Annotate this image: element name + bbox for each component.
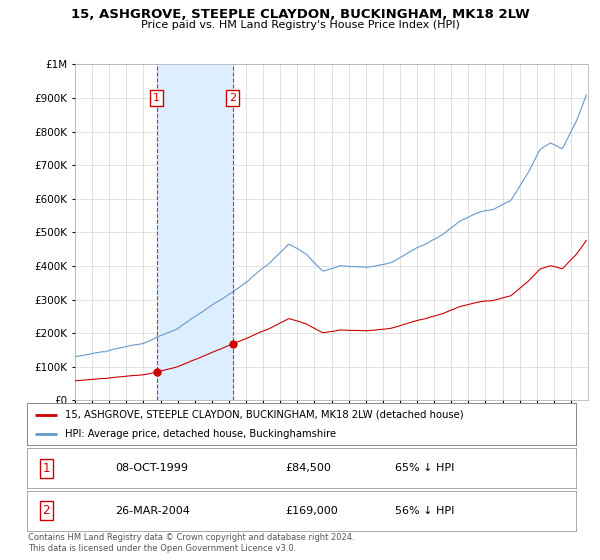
Text: 15, ASHGROVE, STEEPLE CLAYDON, BUCKINGHAM, MK18 2LW: 15, ASHGROVE, STEEPLE CLAYDON, BUCKINGHA… (71, 8, 529, 21)
Text: £169,000: £169,000 (285, 506, 338, 516)
Text: 08-OCT-1999: 08-OCT-1999 (115, 463, 188, 473)
Bar (157, 64, 233, 400)
Text: 2: 2 (229, 93, 236, 103)
Text: 1: 1 (153, 93, 160, 103)
Text: HPI: Average price, detached house, Buckinghamshire: HPI: Average price, detached house, Buck… (65, 429, 337, 439)
Text: 15, ASHGROVE, STEEPLE CLAYDON, BUCKINGHAM, MK18 2LW (detached house): 15, ASHGROVE, STEEPLE CLAYDON, BUCKINGHA… (65, 409, 464, 419)
Text: 2: 2 (43, 504, 50, 517)
Text: Price paid vs. HM Land Registry's House Price Index (HPI): Price paid vs. HM Land Registry's House … (140, 20, 460, 30)
Text: £84,500: £84,500 (285, 463, 331, 473)
Text: 26-MAR-2004: 26-MAR-2004 (115, 506, 190, 516)
Text: 1: 1 (43, 461, 50, 475)
Text: Contains HM Land Registry data © Crown copyright and database right 2024.
This d: Contains HM Land Registry data © Crown c… (28, 533, 355, 553)
Text: 65% ↓ HPI: 65% ↓ HPI (395, 463, 454, 473)
Text: 56% ↓ HPI: 56% ↓ HPI (395, 506, 454, 516)
